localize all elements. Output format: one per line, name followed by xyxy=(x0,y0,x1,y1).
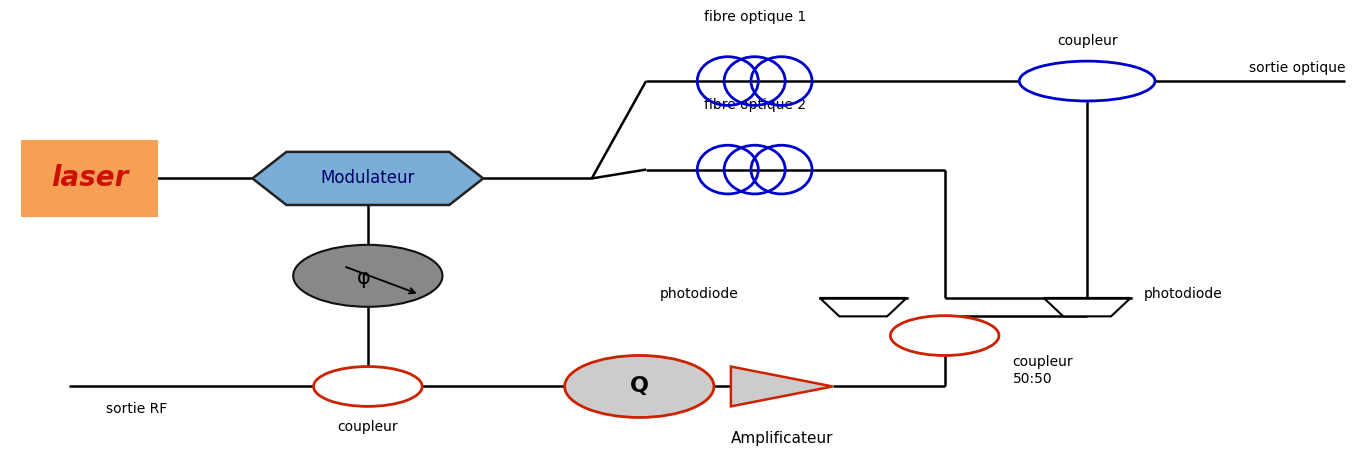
Text: Amplificateur: Amplificateur xyxy=(730,431,834,446)
Text: photodiode: photodiode xyxy=(660,287,738,301)
Polygon shape xyxy=(253,152,483,205)
Text: coupleur: coupleur xyxy=(1057,34,1118,48)
Text: laser: laser xyxy=(50,164,128,193)
Ellipse shape xyxy=(314,367,422,406)
Text: coupleur
50:50: coupleur 50:50 xyxy=(1012,356,1073,386)
Ellipse shape xyxy=(1019,61,1155,101)
Text: fibre optique 2: fibre optique 2 xyxy=(703,98,805,112)
Polygon shape xyxy=(820,298,907,316)
Text: Q: Q xyxy=(630,377,649,396)
Text: φ: φ xyxy=(356,268,371,288)
Text: fibre optique 1: fibre optique 1 xyxy=(703,9,805,23)
Text: photodiode: photodiode xyxy=(1144,287,1223,301)
FancyBboxPatch shape xyxy=(22,141,158,216)
Text: Modulateur: Modulateur xyxy=(321,170,415,188)
Ellipse shape xyxy=(891,315,1000,356)
Text: sortie RF: sortie RF xyxy=(106,402,167,416)
Ellipse shape xyxy=(294,245,442,307)
Polygon shape xyxy=(730,367,832,406)
Text: coupleur: coupleur xyxy=(337,420,398,434)
Polygon shape xyxy=(1043,298,1130,316)
Text: sortie optique: sortie optique xyxy=(1248,61,1345,75)
Ellipse shape xyxy=(564,356,714,418)
